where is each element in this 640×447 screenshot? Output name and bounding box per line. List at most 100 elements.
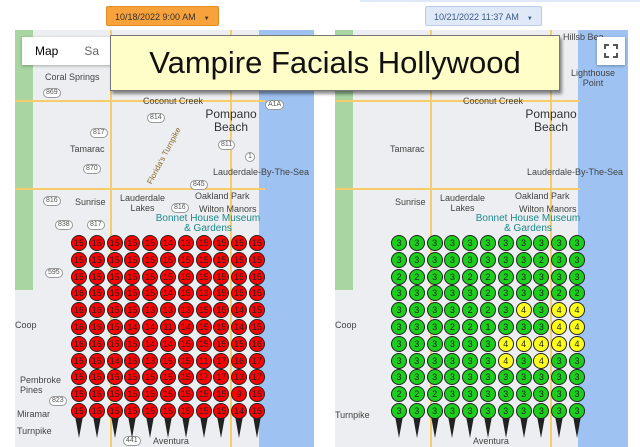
rank-pin[interactable]: 3 — [426, 319, 443, 335]
rank-pin[interactable]: 15 — [177, 386, 194, 403]
rank-pin[interactable]: 3 — [408, 403, 425, 419]
rank-pin[interactable]: 3 — [408, 235, 425, 251]
rank-pin[interactable]: 17 — [213, 352, 230, 369]
rank-pin[interactable]: 2 — [569, 285, 585, 302]
rank-pin[interactable]: 15 — [142, 386, 159, 403]
rank-pin[interactable]: 15 — [249, 403, 265, 419]
rank-pin[interactable]: 16 — [249, 335, 265, 352]
rank-pin[interactable]: 3 — [569, 235, 585, 251]
rank-pin[interactable]: 15 — [249, 235, 265, 251]
rank-pin[interactable]: 15 — [71, 386, 87, 403]
rank-pin[interactable]: 3 — [497, 235, 514, 251]
rank-pin[interactable]: 3 — [391, 285, 407, 302]
rank-pin[interactable]: 15 — [88, 386, 105, 403]
rank-pin[interactable]: 14 — [160, 335, 176, 352]
rank-pin[interactable]: 4 — [569, 302, 585, 319]
rank-pin[interactable]: 14 — [231, 302, 248, 319]
rank-pin[interactable]: 13 — [160, 302, 176, 319]
rank-pin[interactable]: 4 — [569, 335, 585, 352]
rank-pin[interactable]: 1 — [480, 319, 496, 335]
rank-pin[interactable]: 3 — [515, 235, 532, 251]
rank-pin[interactable]: 2 — [444, 319, 461, 335]
rank-pin[interactable]: 3 — [426, 268, 443, 285]
rank-pin[interactable]: 3 — [391, 235, 407, 251]
fullscreen-button[interactable] — [597, 37, 625, 65]
rank-pin[interactable]: 15 — [106, 285, 123, 302]
rank-pin[interactable]: 3 — [569, 268, 585, 285]
rank-pin[interactable]: 3 — [391, 302, 407, 319]
rank-pin[interactable]: 3 — [444, 302, 461, 319]
rank-pin[interactable]: 15 — [177, 403, 194, 419]
rank-pin[interactable]: 3 — [533, 369, 550, 386]
rank-pin[interactable]: 3 — [515, 403, 532, 419]
rank-pin[interactable]: 4 — [551, 302, 568, 319]
rank-pin[interactable]: 17 — [213, 369, 230, 386]
rank-pin[interactable]: 3 — [408, 352, 425, 369]
rank-pin[interactable]: 15 — [177, 369, 194, 386]
rank-pin[interactable]: 15 — [71, 369, 87, 386]
rank-pin[interactable]: 3 — [426, 403, 443, 419]
rank-pin[interactable]: 3 — [391, 335, 407, 352]
rank-pin[interactable]: 3 — [569, 403, 585, 419]
rank-pin[interactable]: 15 — [88, 268, 105, 285]
rank-pin[interactable]: 17 — [249, 369, 265, 386]
rank-pin[interactable]: 4 — [515, 302, 532, 319]
rank-pin[interactable]: 11 — [160, 319, 176, 335]
rank-pin[interactable]: 15 — [106, 268, 123, 285]
rank-pin[interactable]: 14 — [177, 319, 194, 335]
rank-pin[interactable]: 3 — [480, 335, 496, 352]
rank-pin[interactable]: 15 — [88, 251, 105, 268]
rank-pin[interactable]: 4 — [515, 335, 532, 352]
rank-pin[interactable]: 3 — [551, 369, 568, 386]
rank-pin[interactable]: 15 — [71, 251, 87, 268]
rank-pin[interactable]: 3 — [426, 352, 443, 369]
satellite-button[interactable]: Sa — [84, 44, 100, 58]
rank-pin[interactable]: 3 — [444, 386, 461, 403]
rank-pin[interactable]: 16 — [88, 302, 105, 319]
rank-pin[interactable]: 2 — [391, 268, 407, 285]
rank-pin[interactable]: 15 — [71, 235, 87, 251]
rank-pin[interactable]: 15 — [160, 403, 176, 419]
rank-pin[interactable]: 3 — [569, 251, 585, 268]
rank-pin[interactable]: 16 — [71, 302, 87, 319]
rank-pin[interactable]: 15 — [231, 251, 248, 268]
rank-pin[interactable]: 3 — [480, 369, 496, 386]
rank-pin[interactable]: 3 — [551, 268, 568, 285]
rank-pin[interactable]: 15 — [124, 403, 141, 419]
rank-pin[interactable]: 15 — [231, 335, 248, 352]
rank-pin[interactable]: 3 — [533, 235, 550, 251]
rank-pin[interactable]: 15 — [160, 386, 176, 403]
rank-pin[interactable]: 3 — [462, 386, 479, 403]
rank-pin[interactable]: 3 — [462, 251, 479, 268]
rank-pin[interactable]: 3 — [497, 403, 514, 419]
rank-pin[interactable]: 3 — [391, 319, 407, 335]
rank-pin[interactable]: 3 — [426, 369, 443, 386]
rank-pin[interactable]: 3 — [462, 369, 479, 386]
rank-pin[interactable]: 15 — [195, 235, 212, 251]
rank-pin[interactable]: 15 — [124, 285, 141, 302]
rank-pin[interactable]: 16 — [71, 319, 87, 335]
rank-pin[interactable]: 15 — [177, 335, 194, 352]
rank-pin[interactable]: 3 — [515, 369, 532, 386]
rank-pin[interactable]: 15 — [213, 386, 230, 403]
rank-pin[interactable]: 15 — [249, 268, 265, 285]
rank-pin[interactable]: 14 — [231, 319, 248, 335]
rank-pin[interactable]: 15 — [124, 235, 141, 251]
rank-pin[interactable]: 2 — [462, 268, 479, 285]
rank-pin[interactable]: 4 — [551, 319, 568, 335]
rank-pin[interactable]: 3 — [497, 285, 514, 302]
rank-pin[interactable]: 3 — [551, 386, 568, 403]
rank-pin[interactable]: 15 — [213, 335, 230, 352]
rank-pin[interactable]: 15 — [71, 268, 87, 285]
rank-pin[interactable]: 15 — [213, 302, 230, 319]
rank-pin[interactable]: 13 — [142, 302, 159, 319]
rank-pin[interactable]: 17 — [249, 352, 265, 369]
rank-pin[interactable]: 15 — [195, 335, 212, 352]
rank-pin[interactable]: 2 — [408, 268, 425, 285]
rank-pin[interactable]: 15 — [213, 268, 230, 285]
rank-pin[interactable]: 3 — [551, 251, 568, 268]
rank-pin[interactable]: 3 — [533, 319, 550, 335]
rank-pin[interactable]: 3 — [569, 386, 585, 403]
rank-pin[interactable]: 13 — [177, 235, 194, 251]
rank-pin[interactable]: 3 — [444, 403, 461, 419]
